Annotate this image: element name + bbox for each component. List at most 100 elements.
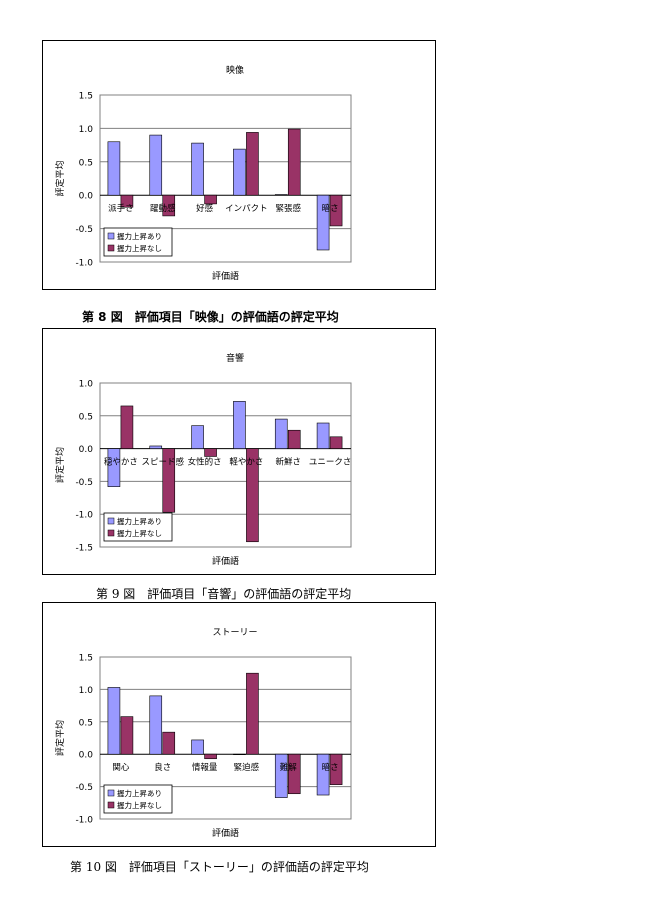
- legend-swatch: [107, 232, 115, 240]
- bar-ari: [107, 448, 121, 487]
- bar-ari: [149, 445, 163, 449]
- y-axis-label: 評定平均: [54, 160, 66, 196]
- bar-nashi: [120, 405, 134, 449]
- bar-ari: [233, 401, 246, 449]
- bar-nashi: [204, 194, 217, 205]
- category-label: 良さ: [154, 762, 171, 773]
- category-label: 暗さ: [322, 762, 339, 773]
- bar-nashi: [162, 194, 176, 217]
- y-tick-label: 0.0: [79, 445, 94, 455]
- legend-swatch: [107, 517, 115, 525]
- y-tick-label: 0.5: [79, 412, 93, 422]
- category-label: 緊張感: [275, 203, 301, 214]
- y-tick-label: 1.5: [79, 92, 93, 102]
- figure-caption-1: 第 8 図 評価項目「映像」の評価語の評定平均: [82, 310, 339, 324]
- bar-nashi: [329, 753, 343, 785]
- y-tick-label: -1.0: [75, 511, 93, 521]
- legend-label: 握力上昇なし: [117, 528, 162, 538]
- bar-nashi: [246, 672, 259, 755]
- legend-label: 握力上昇あり: [117, 516, 162, 526]
- bar-ari: [149, 695, 163, 755]
- bar-nashi: [204, 448, 217, 457]
- bar-ari: [107, 141, 121, 196]
- x-axis-label: 評価語: [212, 827, 239, 839]
- chart-onkyou: 1.0 0.5 0.0 -0.5 -1.0 -1.5 穏やかさ スピード感 女性的さ 軽やかさ 新鮮…: [54, 352, 352, 567]
- y-tick-label: -0.5: [75, 225, 93, 235]
- category-label: 女性的さ: [188, 457, 222, 468]
- legend-swatch: [107, 244, 115, 252]
- bar-nashi: [120, 716, 134, 755]
- y-tick-label: -1.5: [75, 544, 93, 554]
- bar-nashi: [162, 448, 176, 513]
- bar-ari: [107, 687, 121, 755]
- y-tick-label: 1.0: [79, 686, 94, 696]
- y-tick-label: 1.0: [79, 125, 94, 135]
- legend-label: 握力上昇あり: [117, 788, 162, 798]
- y-tick-label: 0.0: [79, 192, 94, 202]
- x-axis-label: 評価語: [212, 555, 239, 567]
- category-label: 新鮮さ: [275, 457, 301, 468]
- bar-ari: [149, 134, 163, 196]
- chart-title: ストーリー: [212, 628, 257, 638]
- y-tick-label: -0.5: [75, 478, 93, 488]
- chart-panel-2: 1.0 0.5 0.0 -0.5 -1.0 -1.5 穏やかさ スピード感 女性的さ 軽やかさ 新鮮…: [42, 328, 436, 575]
- y-tick-label: 0.0: [79, 751, 94, 761]
- category-label: 軽やかさ: [229, 458, 263, 468]
- bar-nashi: [329, 436, 343, 449]
- legend-label: 握力上昇なし: [117, 800, 162, 810]
- bar-nashi: [162, 731, 176, 755]
- chart-title: 映像: [226, 64, 244, 76]
- bar-nashi: [246, 132, 259, 196]
- y-tick-label: 0.5: [79, 718, 93, 728]
- bar-ari: [191, 739, 204, 755]
- chart-panel-3: 1.5 1.0 0.5 0.0 -0.5 -1.0 関心 良さ 情報量 緊迫感 難解 暗さ ストーリー評…: [42, 602, 436, 847]
- bar-nashi: [287, 429, 301, 449]
- bar-ari: [316, 194, 330, 251]
- category-label: スピード感: [141, 457, 184, 468]
- y-tick-label: 0.5: [79, 158, 93, 168]
- bar-nashi: [120, 194, 134, 208]
- category-label: ユニークさ: [309, 458, 352, 468]
- y-tick-label: -1.0: [75, 259, 93, 269]
- y-tick-label: 1.0: [79, 380, 94, 390]
- bar-nashi: [287, 128, 301, 196]
- bar-nashi: [329, 194, 343, 227]
- category-label: 好感: [196, 203, 214, 214]
- bar-nashi: [246, 448, 259, 543]
- legend-label: 握力上昇なし: [117, 243, 162, 253]
- figure-caption-3: 第 10 図 評価項目「ストーリー」の評価語の評定平均: [70, 860, 369, 874]
- bar-ari: [274, 194, 288, 196]
- category-label: 穏やかさ: [104, 457, 138, 468]
- category-label: 暗さ: [322, 203, 339, 214]
- category-label: 躍動感: [150, 203, 176, 214]
- y-axis-label: 評定平均: [54, 447, 66, 483]
- bar-nashi: [287, 753, 301, 795]
- chart-eizou: 1.5 1.0 0.5 0.0 -0.5 -1.0 派手さ 躍動感 好感 インパクト 緊張感 暗さ 映像…: [54, 64, 352, 282]
- legend-label: 握力上昇あり: [117, 231, 162, 241]
- bar-ari: [233, 753, 246, 755]
- bar-ari: [274, 753, 288, 798]
- chart-story: 1.5 1.0 0.5 0.0 -0.5 -1.0 関心 良さ 情報量 緊迫感 難解 暗さ ストーリー評…: [54, 628, 352, 839]
- category-label: 情報量: [192, 762, 218, 773]
- bar-ari: [316, 753, 330, 796]
- y-tick-label: 1.5: [79, 654, 93, 664]
- y-tick-label: -0.5: [75, 783, 93, 793]
- category-label: 関心: [112, 763, 130, 773]
- bar-ari: [191, 142, 204, 196]
- legend-box: [103, 512, 173, 542]
- legend-swatch: [107, 789, 115, 797]
- chart-panel-1: 1.5 1.0 0.5 0.0 -0.5 -1.0 派手さ 躍動感 好感 インパクト 緊張感 暗さ 映像…: [42, 40, 436, 290]
- legend-box: [103, 227, 173, 257]
- category-label: 緊迫感: [234, 762, 260, 773]
- category-label: インパクト: [225, 204, 268, 214]
- bar-ari: [191, 425, 204, 449]
- y-axis-label: 評定平均: [54, 720, 66, 756]
- legend-box: [103, 784, 173, 814]
- x-axis-label: 評価語: [212, 270, 239, 282]
- category-label: 派手さ: [108, 203, 134, 214]
- y-tick-label: -1.0: [75, 816, 93, 826]
- category-label: 難解: [280, 762, 298, 773]
- bar-ari: [316, 422, 330, 449]
- bar-ari: [233, 148, 246, 196]
- figure-caption-2: 第 9 図 評価項目「音響」の評価語の評定平均: [96, 587, 352, 601]
